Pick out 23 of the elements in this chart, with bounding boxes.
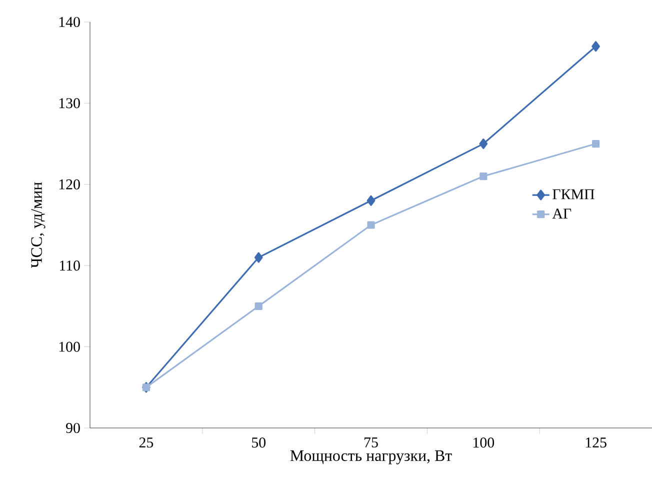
y-tick-label: 110 xyxy=(60,260,80,271)
x-axis-title: Мощность нагрузки, Вт xyxy=(290,450,452,464)
point xyxy=(366,195,376,206)
y-tick-label: 120 xyxy=(59,179,80,190)
point xyxy=(592,140,600,148)
x-tick-label: 50 xyxy=(252,438,266,448)
point xyxy=(367,221,375,229)
y-tick-label: 90 xyxy=(66,422,80,434)
legend-label: АГ xyxy=(552,208,572,219)
point xyxy=(480,172,488,180)
point xyxy=(254,302,262,310)
x-tick-label: 75 xyxy=(364,438,378,448)
point xyxy=(254,252,263,263)
x-tick-label: 125 xyxy=(586,438,606,448)
y-tick-label: 130 xyxy=(59,98,80,108)
x-tick-label: 25 xyxy=(139,438,154,448)
legend-label: ГКМП xyxy=(552,189,594,200)
point xyxy=(479,138,488,150)
y-axis-title: ЧСС, уд/мин xyxy=(31,182,46,268)
x-tick-label: 100 xyxy=(474,438,494,448)
y-tick-label: 100 xyxy=(59,342,80,352)
y-tick-label: 140 xyxy=(59,16,80,28)
point xyxy=(592,41,600,52)
